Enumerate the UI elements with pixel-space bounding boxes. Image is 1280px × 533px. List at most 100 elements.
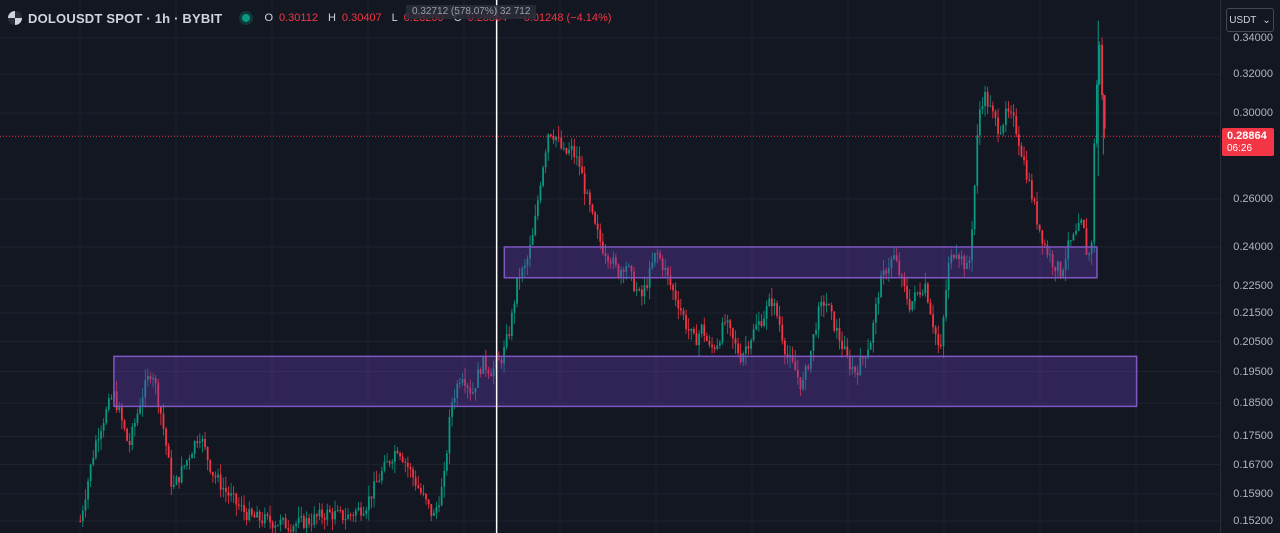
candle-down xyxy=(123,420,126,429)
candle-down xyxy=(417,485,420,488)
candle-down xyxy=(128,440,131,446)
candle-down xyxy=(214,475,217,478)
candle-down xyxy=(729,320,732,329)
candle-up xyxy=(984,91,986,107)
candle-up xyxy=(529,244,531,259)
candle-up xyxy=(432,512,435,516)
candle-up xyxy=(968,260,971,263)
candle-down xyxy=(167,445,170,458)
candle-up xyxy=(175,476,178,485)
candle-down xyxy=(1033,199,1036,202)
candle-down xyxy=(331,512,334,520)
symbol-logo-icon xyxy=(8,11,22,25)
candle-down xyxy=(661,258,664,270)
candle-up xyxy=(1064,259,1067,270)
upper-zone[interactable] xyxy=(503,246,1098,279)
candle-down xyxy=(149,375,152,380)
candle-down xyxy=(760,321,763,326)
price-tick-label: 0.18500 xyxy=(1233,397,1273,410)
candle-up xyxy=(92,457,95,465)
candle-up xyxy=(336,510,339,512)
candle-up xyxy=(921,293,924,295)
price-tick-label: 0.34000 xyxy=(1233,32,1273,44)
candle-down xyxy=(211,472,214,476)
candle-down xyxy=(250,508,253,515)
candle-up xyxy=(458,383,461,385)
candles-layer xyxy=(79,20,1106,533)
candle-up xyxy=(282,518,284,520)
candle-down xyxy=(776,303,778,316)
candle-down xyxy=(404,461,407,463)
market-status-icon[interactable] xyxy=(242,14,251,22)
candle-up xyxy=(1067,240,1070,260)
candle-up xyxy=(279,519,282,526)
candle-down xyxy=(224,487,227,492)
candle-up xyxy=(240,505,243,507)
price-axis[interactable]: 0.34000 0.32000 0.30000 0.26000 0.24000 0.225… xyxy=(1220,0,1280,533)
candle-up xyxy=(726,320,729,323)
candle-down xyxy=(396,450,399,454)
candle-up xyxy=(362,513,365,516)
candle-up xyxy=(562,148,565,150)
price-tick-label: 0.15200 xyxy=(1233,515,1273,527)
candle-down xyxy=(271,522,274,528)
candle-up xyxy=(84,499,87,511)
candle-down xyxy=(560,137,563,149)
candle-down xyxy=(1007,108,1010,112)
candle-down xyxy=(170,457,173,487)
candle-down xyxy=(828,303,830,306)
symbol-title[interactable]: DOLOUSDT SPOT · 1h · BYBIT xyxy=(28,10,223,26)
candle-down xyxy=(895,255,898,261)
candle-down xyxy=(929,302,932,315)
cursor-tooltip: 0.32712 (578.07%) 32 712 xyxy=(406,5,537,19)
candle-up xyxy=(136,413,139,424)
candle-down xyxy=(885,270,888,274)
candle-down xyxy=(791,355,794,362)
candle-up xyxy=(367,496,370,511)
candle-down xyxy=(672,285,674,291)
candle-up xyxy=(950,255,953,263)
candle-up xyxy=(139,406,141,414)
candle-down xyxy=(464,379,466,386)
candle-up xyxy=(443,470,446,487)
candle-down xyxy=(315,514,318,517)
candle-down xyxy=(500,359,503,364)
candle-down xyxy=(323,517,326,520)
currency-label: USDT xyxy=(1229,14,1257,26)
price-tick-label: 0.15900 xyxy=(1233,487,1273,500)
candle-down xyxy=(178,476,180,483)
currency-selector[interactable]: USDT ⌄ xyxy=(1226,8,1274,32)
candle-up xyxy=(765,306,768,319)
candle-down xyxy=(401,456,404,462)
candle-up xyxy=(526,258,529,266)
candle-up xyxy=(513,303,516,313)
candle-down xyxy=(284,518,287,529)
candle-down xyxy=(646,285,648,288)
candle-down xyxy=(666,267,669,276)
candle-down xyxy=(243,505,245,512)
candle-up xyxy=(318,509,321,517)
price-tick-label: 0.19500 xyxy=(1233,365,1273,378)
candle-down xyxy=(487,369,490,374)
candle-up xyxy=(534,215,537,235)
candle-down xyxy=(308,518,310,524)
candle-down xyxy=(154,377,157,384)
support-zones-layer[interactable] xyxy=(113,246,1138,408)
lower-zone[interactable] xyxy=(113,355,1138,408)
price-chart[interactable] xyxy=(0,0,1220,533)
candle-up xyxy=(523,265,526,269)
candle-up xyxy=(978,109,981,136)
candle-up xyxy=(890,259,893,268)
candle-down xyxy=(692,328,695,334)
candle-up xyxy=(812,334,815,351)
candle-up xyxy=(248,508,251,521)
candle-up xyxy=(185,460,188,466)
candle-down xyxy=(963,256,966,270)
candle-up xyxy=(960,256,963,260)
candle-up xyxy=(326,509,329,520)
candle-up xyxy=(965,262,968,270)
candle-up xyxy=(887,267,890,274)
candle-up xyxy=(222,487,225,490)
candle-up xyxy=(825,303,828,306)
candle-up xyxy=(230,493,232,496)
